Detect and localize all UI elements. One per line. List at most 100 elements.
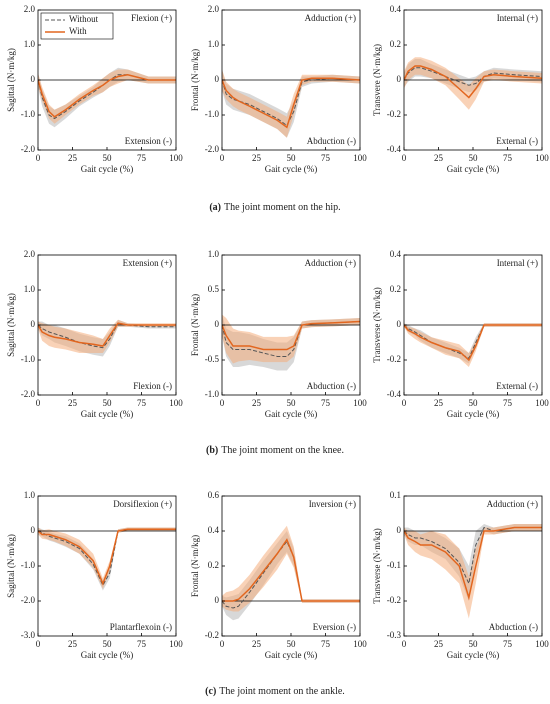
x-axis-label: Gait cycle (%) (265, 409, 317, 419)
y-tick-label: -0.2 (387, 354, 401, 364)
plot-area (404, 524, 542, 619)
series-line (404, 324, 542, 359)
x-axis-label: Gait cycle (%) (81, 164, 133, 174)
plot-area (38, 319, 176, 357)
x-tick-label: 100 (353, 398, 367, 408)
x-tick-label: 0 (36, 153, 41, 163)
caption-label: (a) (209, 202, 221, 213)
x-tick-label: 50 (287, 153, 297, 163)
x-tick-label: 50 (287, 398, 297, 408)
annotation: Adduction (+) (305, 13, 356, 23)
x-tick-label: 75 (137, 639, 147, 649)
x-tick-label: 0 (220, 398, 225, 408)
y-tick-label: -0.2 (205, 630, 219, 640)
annotation: Dorsiflexion (+) (113, 499, 172, 509)
series-line (222, 77, 360, 129)
x-tick-label: 75 (137, 398, 147, 408)
y-tick-label: 0.4 (390, 4, 402, 14)
plot-area (404, 323, 542, 367)
y-tick-label: -2.0 (205, 144, 220, 154)
y-tick-label: 1.0 (208, 249, 220, 259)
x-tick-label: 75 (137, 153, 147, 163)
y-tick-label: -2.0 (21, 389, 36, 399)
series-line (404, 526, 542, 601)
sd-band (222, 69, 360, 138)
series-line (222, 77, 360, 127)
legend-box (40, 12, 114, 40)
caption: (b) The joint moment on the knee. (206, 445, 344, 456)
caption-text: The joint moment on the ankle. (219, 686, 345, 697)
y-tick-label: 0 (215, 595, 220, 605)
annotation: Internal (+) (497, 258, 538, 268)
y-tick-label: 1.0 (24, 284, 36, 294)
y-tick-label: -0.3 (387, 630, 402, 640)
plot-area (222, 525, 360, 621)
y-tick-label: 0.6 (208, 490, 220, 500)
x-tick-label: 75 (321, 398, 331, 408)
y-tick-label: -1.0 (21, 560, 36, 570)
series-line (222, 320, 360, 351)
y-tick-label: 0 (31, 74, 36, 84)
caption-label: (c) (205, 686, 216, 697)
series-line (38, 528, 176, 587)
plot-area (404, 57, 542, 110)
y-axis-label: Frontal (N·m/kg) (190, 294, 200, 356)
y-tick-label: 0 (397, 319, 402, 329)
x-tick-label: 25 (68, 398, 78, 408)
x-tick-label: 50 (103, 639, 113, 649)
y-tick-label: 1.0 (24, 39, 36, 49)
x-tick-label: 100 (169, 398, 183, 408)
y-tick-label: 0.2 (390, 284, 401, 294)
y-axis-label: Transvere (N·m/kg) (372, 44, 382, 116)
y-tick-label: 0.1 (390, 490, 401, 500)
x-tick-label: 25 (252, 639, 262, 649)
y-tick-label: -0.1 (387, 560, 401, 570)
x-axis-label: Gait cycle (%) (265, 650, 317, 660)
series-line (38, 528, 176, 586)
y-axis-label: Frontal (N·m/kg) (190, 49, 200, 111)
x-tick-label: 25 (434, 398, 444, 408)
axes-frame (221, 495, 361, 637)
x-tick-label: 100 (353, 153, 367, 163)
x-tick-label: 25 (68, 639, 78, 649)
series-line (222, 538, 360, 602)
x-axis-label: Gait cycle (%) (447, 164, 499, 174)
y-tick-label: -1.0 (21, 354, 36, 364)
y-tick-label: -0.4 (387, 144, 402, 154)
x-tick-label: 0 (220, 639, 225, 649)
x-tick-label: 25 (68, 153, 78, 163)
plot-area (38, 67, 176, 128)
y-tick-label: 1.0 (24, 490, 36, 500)
plot-area (222, 69, 360, 138)
x-tick-label: 50 (469, 398, 479, 408)
y-tick-label: 0 (31, 319, 36, 329)
sd-band (404, 57, 542, 110)
x-tick-label: 25 (252, 398, 262, 408)
annotation: External (-) (496, 136, 538, 146)
caption-label: (b) (206, 445, 218, 456)
annotation: Abduction (-) (489, 622, 538, 632)
x-tick-label: 25 (252, 153, 262, 163)
sd-band (38, 67, 176, 128)
y-tick-label: -1.0 (21, 109, 36, 119)
annotation: Abduction (-) (307, 136, 356, 146)
y-tick-label: -1.0 (205, 389, 220, 399)
x-axis-label: Gait cycle (%) (265, 164, 317, 174)
y-axis-label: Sagittal (N·m/kg) (6, 48, 16, 112)
x-tick-label: 25 (434, 153, 444, 163)
y-tick-label: 0 (397, 525, 402, 535)
y-tick-label: -2.0 (21, 144, 36, 154)
annotation: Inversion (+) (309, 499, 356, 509)
y-tick-label: -0.2 (387, 595, 401, 605)
x-tick-label: 100 (535, 398, 549, 408)
annotation: Flexion (-) (133, 381, 172, 391)
x-tick-label: 75 (503, 153, 513, 163)
caption: (a) The joint moment on the hip. (209, 202, 340, 213)
annotation: External (-) (496, 381, 538, 391)
x-tick-label: 50 (469, 153, 479, 163)
annotation: Plantarflexoin (-) (110, 622, 172, 632)
plot-area (222, 314, 360, 371)
x-tick-label: 75 (321, 153, 331, 163)
y-tick-label: 2.0 (24, 249, 36, 259)
y-tick-label: 0.4 (390, 249, 402, 259)
